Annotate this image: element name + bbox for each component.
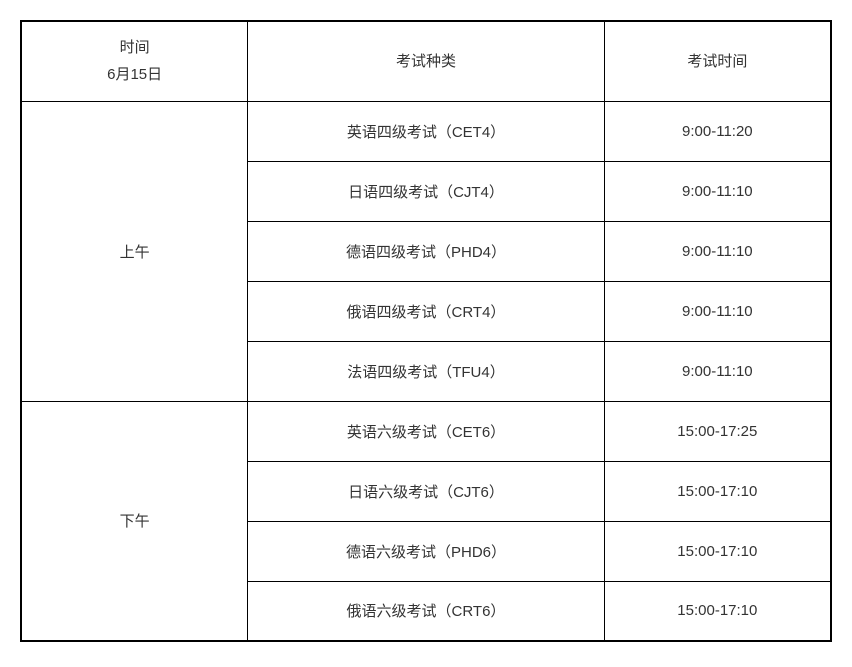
table-row: 下午 英语六级考试（CET6） 15:00-17:25: [21, 401, 831, 461]
header-date-line2: 6月15日: [30, 61, 239, 88]
exam-type-cell: 英语六级考试（CET6）: [248, 401, 604, 461]
header-exam-time: 考试时间: [604, 21, 831, 101]
exam-time-cell: 9:00-11:20: [604, 101, 831, 161]
table-row: 上午 英语四级考试（CET4） 9:00-11:20: [21, 101, 831, 161]
exam-schedule-table-wrapper: 时间 6月15日 考试种类 考试时间 上午 英语四级考试（CET4） 9:00-…: [20, 20, 832, 642]
exam-schedule-table: 时间 6月15日 考试种类 考试时间 上午 英语四级考试（CET4） 9:00-…: [20, 20, 832, 642]
exam-type-cell: 德语六级考试（PHD6）: [248, 521, 604, 581]
header-date-line1: 时间: [30, 34, 239, 61]
exam-type-cell: 日语四级考试（CJT4）: [248, 161, 604, 221]
exam-type-cell: 英语四级考试（CET4）: [248, 101, 604, 161]
exam-time-cell: 15:00-17:10: [604, 461, 831, 521]
exam-type-cell: 俄语六级考试（CRT6）: [248, 581, 604, 641]
exam-time-cell: 15:00-17:10: [604, 521, 831, 581]
exam-type-cell: 法语四级考试（TFU4）: [248, 341, 604, 401]
exam-type-cell: 俄语四级考试（CRT4）: [248, 281, 604, 341]
table-body: 时间 6月15日 考试种类 考试时间 上午 英语四级考试（CET4） 9:00-…: [21, 21, 831, 641]
header-exam-type: 考试种类: [248, 21, 604, 101]
exam-type-cell: 日语六级考试（CJT6）: [248, 461, 604, 521]
exam-time-cell: 15:00-17:10: [604, 581, 831, 641]
exam-time-cell: 9:00-11:10: [604, 341, 831, 401]
exam-time-cell: 9:00-11:10: [604, 221, 831, 281]
exam-type-cell: 德语四级考试（PHD4）: [248, 221, 604, 281]
exam-time-cell: 9:00-11:10: [604, 161, 831, 221]
table-header-row: 时间 6月15日 考试种类 考试时间: [21, 21, 831, 101]
header-date-cell: 时间 6月15日: [21, 21, 248, 101]
exam-time-cell: 15:00-17:25: [604, 401, 831, 461]
exam-time-cell: 9:00-11:10: [604, 281, 831, 341]
session-afternoon-label: 下午: [21, 401, 248, 641]
session-morning-label: 上午: [21, 101, 248, 401]
